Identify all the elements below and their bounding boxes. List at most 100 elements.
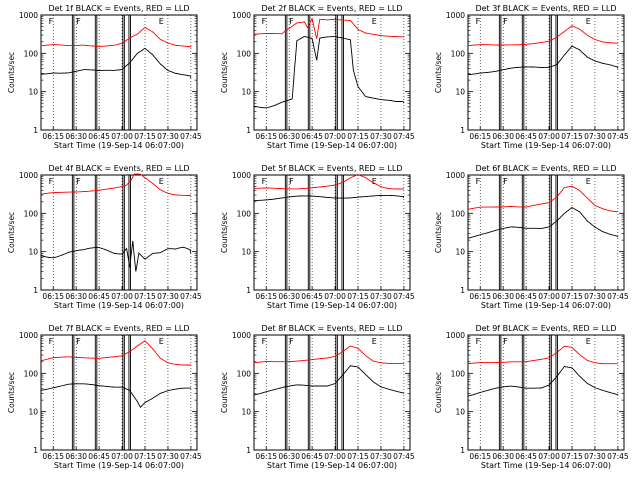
x-tick-label: 06:30 (278, 132, 300, 141)
x-tick-label: 07:30 (584, 452, 606, 461)
marker-label-e: E (586, 337, 591, 346)
lld-series-line (253, 17, 405, 39)
x-tick-label: 07:15 (347, 292, 369, 301)
x-tick-label: 06:30 (65, 132, 87, 141)
y-tick-label: 1000 (19, 331, 38, 340)
x-axis-label: Start Time (19-Sep-14 06:07:00) (267, 141, 397, 150)
marker-label-f: F (503, 177, 508, 186)
x-tick-label: 06:45 (515, 292, 537, 301)
marker-label-f: F (289, 337, 294, 346)
chart-title: Det 4f BLACK = Events, RED = LLD (48, 164, 189, 173)
events-series-line (40, 383, 192, 408)
y-tick-label: 1 (33, 446, 38, 455)
y-axis-label: Counts/sec (7, 52, 16, 93)
y-tick-label: 100 (451, 369, 466, 378)
marker-label-e: E (586, 177, 591, 186)
events-series-line (467, 366, 618, 397)
x-axis-label: Start Time (19-Sep-14 06:07:00) (481, 461, 611, 470)
y-tick-label: 1 (33, 126, 38, 135)
x-tick-label: 07:00 (324, 452, 346, 461)
chart-title: Det 3f BLACK = Events, RED = LLD (475, 4, 616, 13)
x-tick-label: 07:45 (607, 292, 629, 301)
x-tick-label: 06:15 (255, 452, 277, 461)
y-tick-label: 1 (246, 126, 251, 135)
y-axis-label: Counts/sec (220, 372, 229, 413)
y-tick-label: 1 (460, 286, 465, 295)
y-axis-label: Counts/sec (7, 372, 16, 413)
x-tick-label: 07:30 (370, 452, 392, 461)
y-tick-label: 100 (237, 369, 252, 378)
y-tick-label: 10 (28, 248, 38, 257)
x-tick-label: 06:15 (469, 132, 491, 141)
marker-label-f: F (289, 17, 294, 26)
x-tick-label: 07:00 (324, 132, 346, 141)
y-tick-label: 1000 (446, 11, 465, 20)
y-tick-label: 10 (455, 88, 465, 97)
y-tick-label: 100 (237, 209, 252, 218)
events-series-line (253, 36, 405, 109)
x-tick-label: 07:30 (157, 452, 179, 461)
x-axis-label: Start Time (19-Sep-14 06:07:00) (54, 141, 184, 150)
y-tick-label: 1 (33, 286, 38, 295)
x-tick-label: 07:45 (393, 452, 415, 461)
marker-label-f: F (76, 337, 81, 346)
lld-series-line (40, 26, 192, 48)
x-tick-label: 07:45 (607, 452, 629, 461)
y-tick-label: 1 (246, 446, 251, 455)
y-tick-label: 100 (24, 49, 39, 58)
x-tick-label: 06:30 (492, 292, 514, 301)
y-axis-label: Counts/sec (220, 212, 229, 253)
x-tick-label: 07:30 (370, 132, 392, 141)
x-tick-label: 07:45 (180, 452, 202, 461)
x-tick-label: 06:30 (65, 292, 87, 301)
x-tick-label: 07:00 (538, 132, 560, 141)
y-tick-label: 10 (455, 408, 465, 417)
marker-label-f: F (476, 337, 481, 346)
events-series-line (253, 365, 405, 396)
y-tick-label: 1000 (446, 331, 465, 340)
y-tick-label: 10 (28, 88, 38, 97)
x-tick-label: 07:15 (347, 132, 369, 141)
marker-label-f: F (476, 17, 481, 26)
x-tick-label: 07:15 (347, 452, 369, 461)
marker-label-f: F (503, 17, 508, 26)
chart-title: Det 9f BLACK = Events, RED = LLD (475, 324, 616, 333)
y-tick-label: 100 (24, 209, 39, 218)
x-axis-label: Start Time (19-Sep-14 06:07:00) (481, 141, 611, 150)
x-tick-label: 06:45 (515, 452, 537, 461)
x-tick-label: 07:30 (157, 292, 179, 301)
x-tick-label: 07:00 (538, 452, 560, 461)
x-tick-label: 06:45 (301, 132, 323, 141)
x-tick-label: 06:45 (88, 292, 110, 301)
y-axis-label: Counts/sec (434, 52, 443, 93)
x-tick-label: 07:30 (370, 292, 392, 301)
y-tick-label: 10 (241, 248, 251, 257)
marker-label-e: E (159, 177, 164, 186)
y-axis-label: Counts/sec (220, 52, 229, 93)
x-tick-label: 07:00 (111, 132, 133, 141)
marker-label-f: F (76, 17, 81, 26)
y-tick-label: 100 (451, 49, 466, 58)
marker-label-f: F (49, 17, 54, 26)
lld-series-line (467, 345, 619, 365)
x-tick-label: 06:30 (278, 452, 300, 461)
lld-series-line (253, 173, 405, 190)
chart-title: Det 8f BLACK = Events, RED = LLD (261, 324, 402, 333)
events-series-line (41, 47, 192, 78)
x-tick-label: 07:45 (607, 132, 629, 141)
x-axis-label: Start Time (19-Sep-14 06:07:00) (54, 461, 184, 470)
marker-label-f: F (289, 177, 294, 186)
marker-label-e: E (159, 17, 164, 26)
marker-label-f: F (476, 177, 481, 186)
x-tick-label: 06:30 (492, 452, 514, 461)
x-tick-label: 06:30 (65, 452, 87, 461)
chart-title: Det 1f BLACK = Events, RED = LLD (48, 4, 189, 13)
x-tick-label: 07:00 (111, 452, 133, 461)
x-tick-label: 07:30 (584, 292, 606, 301)
chart-title: Det 7f BLACK = Events, RED = LLD (48, 324, 189, 333)
